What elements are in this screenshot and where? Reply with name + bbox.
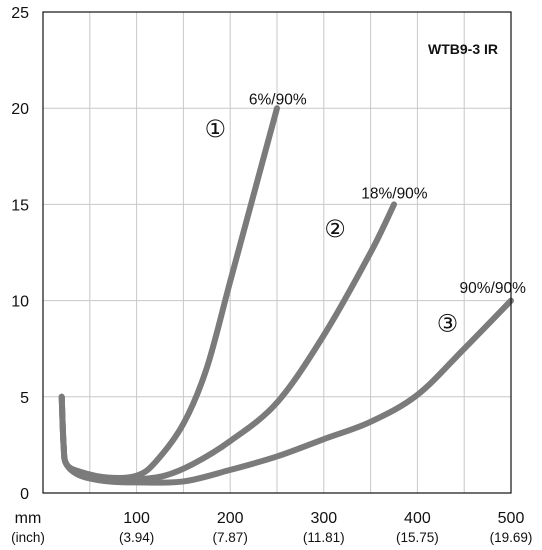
x-tick-sublabel: (3.94): [119, 530, 154, 545]
series-number-marker: ②: [324, 215, 346, 243]
x-tick-sublabel: (11.81): [303, 530, 345, 545]
x-tick-label: 300: [310, 510, 337, 527]
chart-title: WTB9-3 IR: [428, 41, 498, 57]
y-tick-label: 5: [20, 390, 29, 407]
series-label: 6%/90%: [249, 91, 307, 108]
x-tick-label: 100: [123, 510, 150, 527]
y-tick-label: 20: [11, 101, 29, 118]
series-line-3: [58, 297, 514, 486]
x-tick-label: 500: [498, 510, 525, 527]
grid-layer: [43, 12, 511, 493]
x-axis-unit-label: mm: [15, 510, 42, 527]
y-tick-label: 25: [11, 5, 29, 22]
x-tick-label: 200: [217, 510, 244, 527]
series-label: 18%/90%: [361, 186, 428, 203]
plot-frame: [42, 11, 512, 494]
curve-layer: [58, 105, 514, 486]
x-tick-sublabel: (7.87): [213, 530, 248, 545]
y-tick-label: 10: [11, 294, 29, 311]
annotation-layer: 6%/90% 18%/90% 90%/90% ① ② ③: [204, 91, 526, 337]
x-tick-sublabel: (19.69): [490, 530, 533, 545]
tick-label-layer: 0 5 10 15 20 25 100 (3.94) 200 (7.87) 300 (11.81) 40…: [11, 5, 532, 545]
y-tick-label: 15: [11, 197, 29, 214]
series-label: 90%/90%: [460, 280, 527, 297]
series-line-2: [58, 201, 397, 484]
x-tick-label: 400: [404, 510, 431, 527]
series-number-marker: ①: [204, 115, 226, 143]
series-number-marker: ③: [437, 309, 459, 337]
x-tick-sublabel: (15.75): [396, 530, 439, 545]
x-axis-unit-sublabel: (inch): [11, 530, 45, 545]
series-line-1: [58, 105, 280, 481]
y-tick-label: 0: [20, 486, 29, 503]
